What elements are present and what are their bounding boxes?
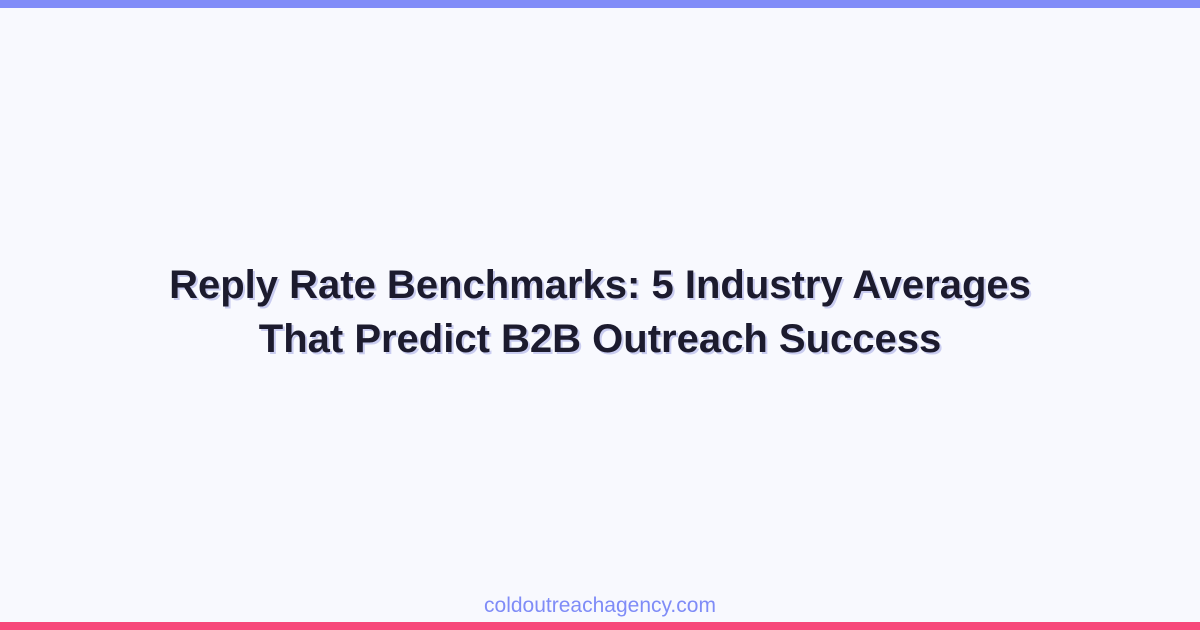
- title-line-1: Reply Rate Benchmarks: 5 Industry Averag…: [169, 263, 1031, 307]
- site-domain-link[interactable]: coldoutreachagency.com: [484, 594, 716, 617]
- bottom-accent-bar: [0, 622, 1200, 630]
- top-accent-bar: [0, 0, 1200, 8]
- page-title: Reply Rate Benchmarks: 5 Industry Averag…: [100, 258, 1100, 366]
- title-line-2: That Predict B2B Outreach Success: [258, 317, 942, 361]
